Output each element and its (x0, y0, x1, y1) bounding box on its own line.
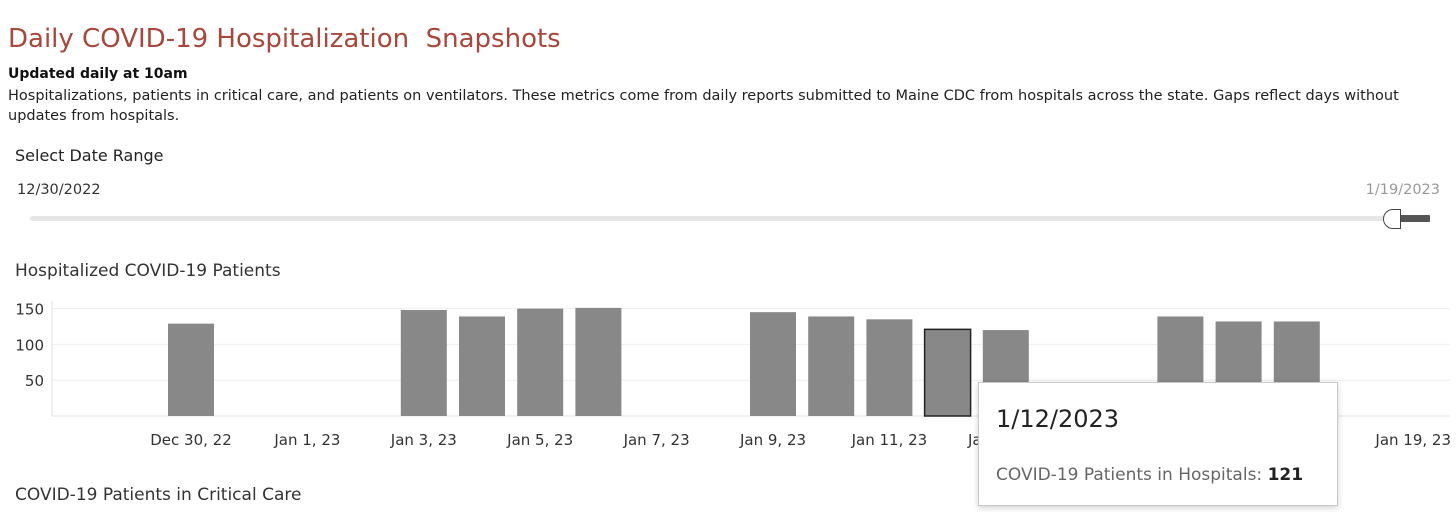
bar[interactable] (575, 307, 622, 416)
x-tick-label: Jan 9, 23 (739, 431, 806, 449)
x-tick-label: Jan 1, 23 (273, 431, 340, 449)
update-note: Updated daily at 10am (8, 66, 188, 82)
bar[interactable] (400, 310, 447, 416)
bar[interactable] (750, 312, 796, 416)
date-range-filter-label: Select Date Range (15, 146, 164, 165)
date-range-end[interactable]: 1/19/2023 (1365, 182, 1440, 198)
critical-care-chart-title: COVID-19 Patients in Critical Care (15, 485, 302, 505)
y-tick-label: 50 (25, 372, 44, 390)
bar[interactable] (168, 323, 214, 416)
page-description: Hospitalizations, patients in critical c… (8, 88, 1399, 124)
x-tick-label: Jan 19, 23 (1374, 431, 1451, 449)
tooltip-date: 1/12/2023 (996, 405, 1120, 433)
tooltip-metric: COVID-19 Patients in Hospitals: 121 (996, 465, 1303, 485)
bar[interactable] (459, 316, 505, 416)
page-title: Daily COVID-19 Hospitalization Snapshots (8, 24, 561, 54)
bar[interactable] (517, 308, 564, 416)
x-tick-label: Jan 11, 23 (851, 431, 928, 449)
date-range-slider-track[interactable] (30, 216, 1430, 221)
tooltip-metric-value: 121 (1267, 465, 1304, 485)
x-tick-label: Dec 30, 22 (150, 431, 232, 449)
x-tick-label: Jan 7, 23 (623, 431, 690, 449)
bar-tooltip: 1/12/2023 COVID-19 Patients in Hospitals… (978, 382, 1338, 506)
date-range-slider-handle[interactable] (1383, 209, 1401, 229)
date-range-slider-end-bar[interactable] (1399, 215, 1430, 222)
tooltip-metric-label: COVID-19 Patients in Hospitals: (996, 465, 1263, 485)
hospitalized-chart-title: Hospitalized COVID-19 Patients (15, 261, 281, 281)
bar[interactable] (866, 319, 913, 416)
y-tick-label: 100 (15, 336, 44, 354)
hospitalized-bar-chart: 50 100 150 Dec 30, 22 Jan 1, 23 Jan 3, 23 Jan … (15, 301, 1451, 449)
x-tick-label: Jan 5, 23 (506, 431, 573, 449)
bar[interactable] (808, 316, 855, 416)
bar[interactable] (923, 328, 972, 417)
date-range-start[interactable]: 12/30/2022 (17, 182, 101, 198)
x-tick-label: Jan 3, 23 (390, 431, 457, 449)
y-tick-label: 150 (15, 301, 44, 319)
